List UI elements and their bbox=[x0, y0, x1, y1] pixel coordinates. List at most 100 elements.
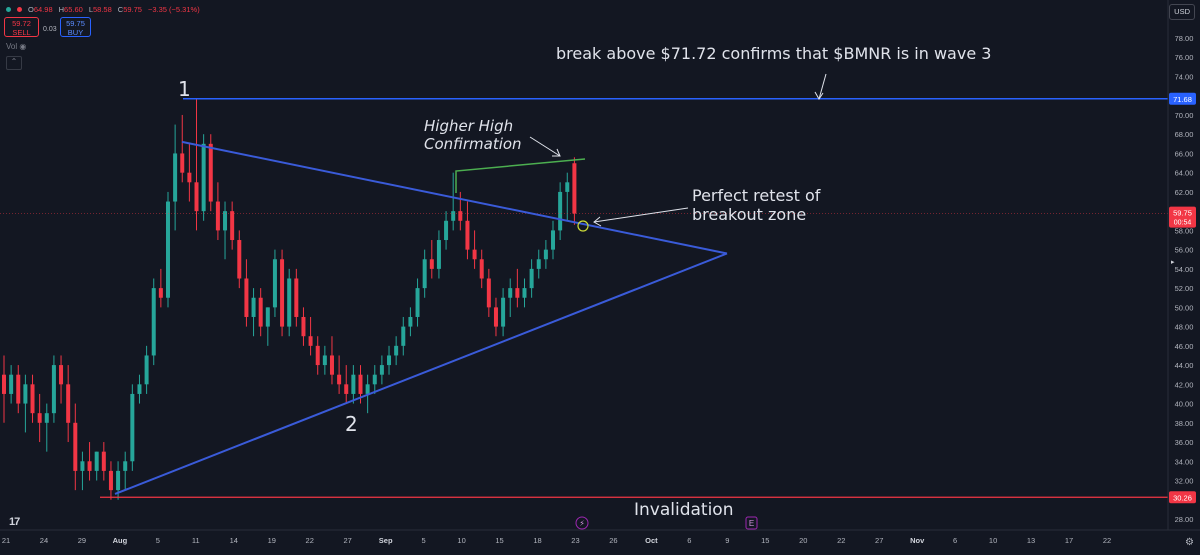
bar-countdown-label: 00:54 bbox=[1174, 220, 1192, 227]
status-dot-icon bbox=[17, 7, 22, 12]
time-tick-label: 17 bbox=[1065, 536, 1073, 545]
support-price-label: 30.26 bbox=[1173, 493, 1192, 502]
price-tick-label: 34.00 bbox=[1175, 457, 1194, 466]
time-tick-label: 15 bbox=[761, 536, 769, 545]
higher-high-arrow-head bbox=[552, 148, 561, 157]
currency-selector[interactable]: USD bbox=[1169, 4, 1195, 20]
price-tick-label: 70.00 bbox=[1175, 111, 1194, 120]
confirmation-annotation: Confirmation bbox=[424, 135, 522, 153]
candle-body bbox=[201, 143, 206, 212]
time-tick-label: 20 bbox=[799, 536, 807, 545]
price-tick-label: 32.00 bbox=[1175, 477, 1194, 486]
candle-body bbox=[208, 143, 213, 202]
close-value: 59.75 bbox=[123, 5, 142, 14]
candle-body bbox=[536, 259, 541, 269]
candle-body bbox=[337, 374, 342, 385]
time-tick-label: 27 bbox=[875, 536, 883, 545]
wave-2-label: 2 bbox=[345, 412, 358, 436]
sell-button[interactable]: 59.72 SELL bbox=[4, 17, 39, 37]
candle-body bbox=[244, 278, 249, 317]
price-tick-label: 50.00 bbox=[1175, 303, 1194, 312]
candle-body bbox=[2, 374, 6, 394]
price-tick-label: 78.00 bbox=[1175, 34, 1194, 43]
price-tick-label: 46.00 bbox=[1175, 342, 1194, 351]
price-tick-label: 48.00 bbox=[1175, 323, 1194, 332]
time-tick-label: 27 bbox=[344, 536, 352, 545]
candle-body bbox=[508, 288, 513, 298]
candle-body bbox=[422, 259, 427, 289]
time-tick-label: 23 bbox=[571, 536, 579, 545]
candle-body bbox=[258, 297, 263, 327]
wave-1-label: 1 bbox=[178, 77, 191, 101]
price-tick-label: 28.00 bbox=[1175, 515, 1194, 524]
time-tick-label: Sep bbox=[379, 536, 393, 545]
candle-body bbox=[123, 461, 128, 471]
higher-high-annotation: Higher High bbox=[424, 117, 513, 135]
candle-body bbox=[80, 461, 85, 471]
last-price-label: 59.75 bbox=[1173, 209, 1192, 218]
candle-body bbox=[158, 288, 163, 298]
candle-body bbox=[9, 374, 14, 394]
time-tick-label: 13 bbox=[1027, 536, 1035, 545]
candle-body bbox=[565, 182, 570, 192]
time-tick-label: 10 bbox=[989, 536, 997, 545]
retest-annotation-line2: breakout zone bbox=[692, 205, 806, 224]
candle-body bbox=[472, 249, 477, 260]
candle-body bbox=[44, 413, 49, 423]
lightning-icon bbox=[575, 516, 589, 530]
retest-arrow-head bbox=[593, 216, 602, 227]
candle-body bbox=[265, 307, 270, 327]
price-tick-label: 54.00 bbox=[1175, 265, 1194, 274]
candle-body bbox=[101, 451, 106, 471]
candle-body bbox=[394, 345, 399, 356]
time-tick-label: 19 bbox=[268, 536, 276, 545]
candle-body bbox=[515, 288, 520, 298]
time-tick-label: 22 bbox=[1103, 536, 1111, 545]
gear-icon[interactable]: ⚙ bbox=[1185, 537, 1194, 548]
resistance-price-tag bbox=[1169, 92, 1196, 105]
candle-body bbox=[130, 393, 135, 462]
time-tick-label: 29 bbox=[78, 536, 86, 545]
price-tick-label: 38.00 bbox=[1175, 419, 1194, 428]
buy-button[interactable]: 59.75 BUY bbox=[60, 17, 91, 37]
price-tick-label: 40.00 bbox=[1175, 400, 1194, 409]
time-tick-label: 15 bbox=[495, 536, 503, 545]
candle-body bbox=[251, 297, 256, 317]
earnings-icon bbox=[745, 516, 758, 530]
tradingview-logo-icon: 17 bbox=[9, 516, 20, 528]
candle-body bbox=[543, 249, 548, 260]
volume-label: Vol bbox=[6, 42, 18, 51]
time-tick-label: Nov bbox=[910, 536, 925, 545]
scale-arrow-icon: ▸ bbox=[1171, 258, 1175, 266]
candle-body bbox=[116, 470, 121, 491]
candle-body bbox=[301, 316, 306, 337]
sell-label: SELL bbox=[12, 28, 31, 37]
price-tick-label: 64.00 bbox=[1175, 169, 1194, 178]
candle-body bbox=[194, 182, 199, 212]
price-tick-label: 52.00 bbox=[1175, 284, 1194, 293]
support-price-tag bbox=[1169, 491, 1196, 504]
open-value: 64.98 bbox=[33, 5, 53, 14]
candle-body bbox=[16, 374, 21, 404]
candle-body bbox=[529, 268, 534, 289]
invalidation-annotation: Invalidation bbox=[634, 500, 734, 520]
candle-body bbox=[322, 355, 327, 366]
candle-body bbox=[51, 365, 56, 414]
candle-body bbox=[287, 278, 292, 327]
collapse-legend-button[interactable]: ⌃ bbox=[6, 56, 22, 70]
candle-body bbox=[444, 220, 449, 241]
candle-body bbox=[37, 413, 42, 423]
volume-indicator[interactable]: Vol ◉ bbox=[6, 42, 26, 51]
candle-body bbox=[436, 240, 441, 269]
candle-body bbox=[30, 384, 35, 414]
candle-body bbox=[493, 307, 498, 327]
candle-body bbox=[379, 365, 384, 375]
candle-body bbox=[401, 326, 406, 346]
break-above-annotation: break above $71.72 confirms that $BMNR i… bbox=[556, 44, 991, 63]
eye-icon[interactable]: ◉ bbox=[19, 42, 27, 51]
lightning-glyph: ⚡ bbox=[579, 519, 585, 528]
upper-trendline bbox=[181, 140, 728, 255]
